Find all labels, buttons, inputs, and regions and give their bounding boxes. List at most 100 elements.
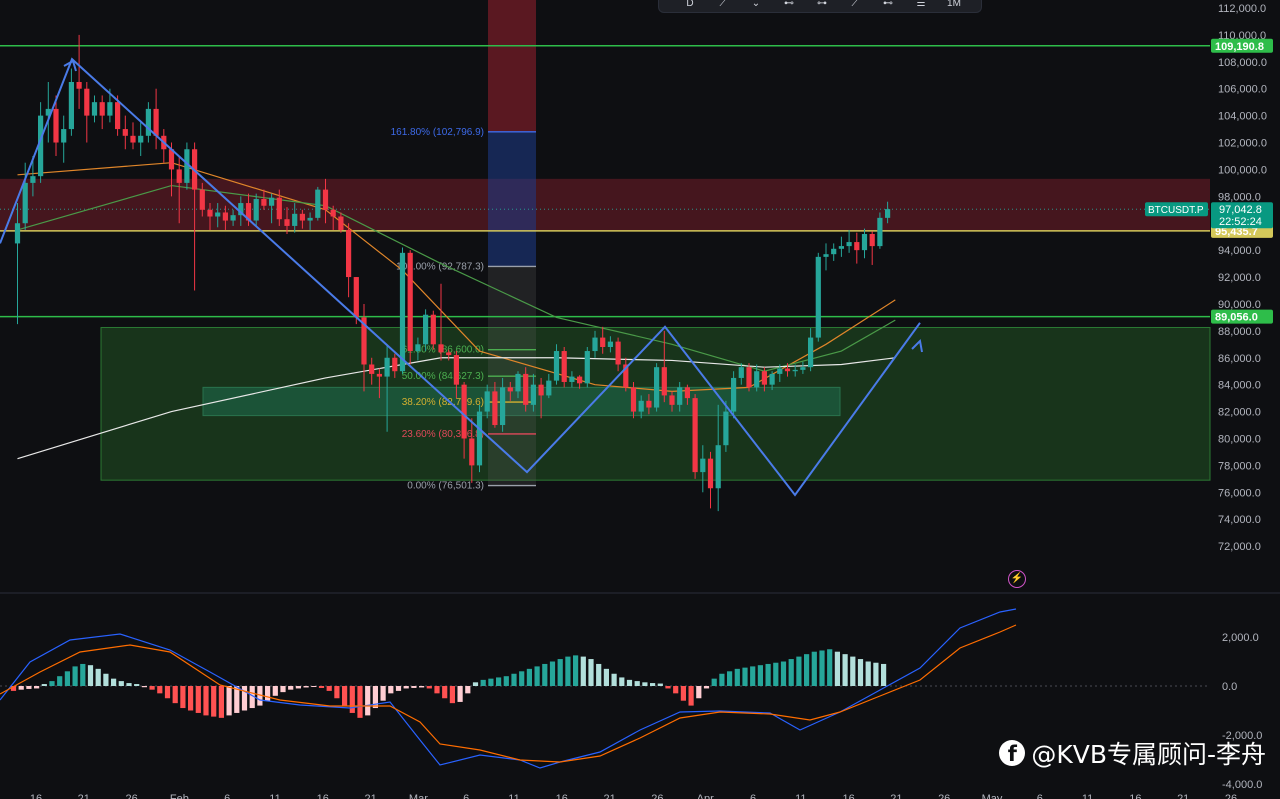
- macd-bar-4: [41, 684, 47, 686]
- level-tag-bg-0: [1211, 38, 1273, 53]
- hline-tool-icon[interactable]: ⊷: [883, 0, 893, 9]
- symbol-tag: BTCUSDT.P: [1148, 205, 1204, 216]
- candle-body-57: [453, 355, 459, 385]
- candle-body-113: [885, 209, 891, 218]
- candle-body-64: [507, 387, 513, 392]
- draw-icon[interactable]: D: [686, 0, 694, 9]
- macd-bar-26: [211, 686, 217, 717]
- macd-bar-98: [765, 663, 771, 686]
- candle-body-46: [369, 364, 375, 374]
- macd-bar-97: [757, 665, 763, 686]
- macd-bar-64: [503, 676, 509, 686]
- candle-body-63: [500, 387, 506, 426]
- candle-body-112: [877, 217, 883, 247]
- time-tick-11: 16: [556, 793, 568, 799]
- candle-body-13: [115, 102, 121, 130]
- candle-body-52: [415, 344, 421, 352]
- candle-body-3: [38, 115, 44, 177]
- fib-label-1: 100.00% (92,787.3): [396, 261, 484, 272]
- candle-body-56: [446, 352, 452, 356]
- candle-body-29: [238, 203, 244, 216]
- lines-menu-icon[interactable]: ☰: [916, 0, 926, 9]
- candle-body-89: [700, 458, 706, 473]
- candle-body-21: [176, 169, 182, 183]
- candle-body-81: [638, 400, 644, 412]
- symbol-tag-bg: [1145, 202, 1208, 217]
- time-tick-1: 21: [78, 793, 90, 799]
- macd-bar-49: [388, 686, 394, 694]
- candle-body-54: [430, 314, 436, 345]
- macd-bar-86: [673, 686, 679, 694]
- candle-body-76: [600, 337, 606, 347]
- trend-tool-icon[interactable]: ⟋: [851, 0, 859, 9]
- candle-body-20: [168, 149, 175, 170]
- time-tick-9: 6: [463, 793, 469, 799]
- candle-body-17: [145, 108, 151, 136]
- candle-body-61: [484, 391, 490, 412]
- macd-bar-105: [819, 650, 825, 686]
- candle-body-86: [677, 387, 683, 405]
- candle-body-12: [107, 102, 113, 116]
- macd-bar-82: [642, 682, 648, 686]
- time-tick-22: 11: [1082, 793, 1093, 799]
- lightning-icon[interactable]: ⚡: [1008, 570, 1026, 588]
- chevron-down-icon[interactable]: ⌄: [751, 0, 761, 9]
- candle-body-96: [754, 371, 760, 388]
- price-tick-14: 100,000.0: [1218, 164, 1267, 176]
- candle-body-9: [84, 88, 90, 116]
- macd-bar-85: [665, 686, 671, 689]
- macd-bar-73: [573, 655, 579, 686]
- macd-bar-55: [434, 686, 440, 694]
- price-tick-20: 112,000.0: [1218, 3, 1266, 15]
- watermark: f @KVB专属顾问-李舟: [999, 735, 1266, 771]
- candle-body-32: [261, 199, 267, 206]
- macd-bar-80: [626, 679, 633, 686]
- macd-bar-78: [611, 673, 617, 686]
- candle-body-47: [376, 373, 382, 377]
- interval-label[interactable]: 1M: [947, 0, 961, 9]
- macd-bar-99: [773, 662, 779, 686]
- macd-bar-17: [141, 686, 147, 688]
- macd-bar-89: [696, 686, 702, 699]
- candle-body-50: [399, 252, 406, 372]
- price-tick-0: 72,000.0: [1218, 541, 1261, 553]
- macd-bar-24: [195, 686, 201, 713]
- macd-bar-19: [157, 686, 163, 694]
- time-tick-6: 16: [317, 793, 329, 799]
- candle-body-83: [654, 367, 660, 408]
- macd-bar-88: [688, 686, 694, 706]
- candle-body-11: [99, 102, 105, 116]
- candle-body-4: [45, 108, 51, 116]
- macd-bar-22: [180, 686, 186, 709]
- candle-body-51: [407, 252, 413, 352]
- macd-tick-2: -2,000.0: [1222, 730, 1262, 742]
- macd-bar-44: [349, 686, 355, 713]
- line-tool-icon[interactable]: ⟋: [719, 0, 727, 9]
- candle-body-8: [76, 81, 82, 89]
- macd-bar-48: [380, 686, 386, 701]
- ma-line-1: [17, 184, 896, 372]
- candle-body-31: [253, 199, 259, 221]
- candle-body-105: [823, 254, 829, 257]
- macd-bar-31: [249, 686, 255, 709]
- candle-body-25: [207, 209, 213, 217]
- macd-bar-60: [472, 682, 479, 686]
- macd-bar-109: [850, 656, 856, 686]
- macd-line: [0, 608, 1017, 769]
- candle-body-100: [784, 368, 791, 372]
- fib-label-4: 38.20% (82,709.6): [402, 397, 484, 408]
- macd-bar-90: [703, 686, 710, 689]
- macd-bar-5: [49, 681, 55, 686]
- candle-body-77: [607, 341, 613, 347]
- candle-body-98: [769, 373, 775, 385]
- macd-bar-91: [711, 678, 717, 686]
- horizontal-line-icon[interactable]: ⊷: [784, 0, 794, 9]
- candle-body-79: [623, 364, 629, 388]
- macd-bar-56: [442, 686, 448, 699]
- macd-bar-28: [226, 686, 232, 716]
- macd-bar-68: [534, 666, 540, 686]
- candle-body-70: [553, 351, 560, 381]
- ray-tool-icon[interactable]: ⊶: [817, 0, 827, 9]
- macd-bar-81: [634, 681, 640, 686]
